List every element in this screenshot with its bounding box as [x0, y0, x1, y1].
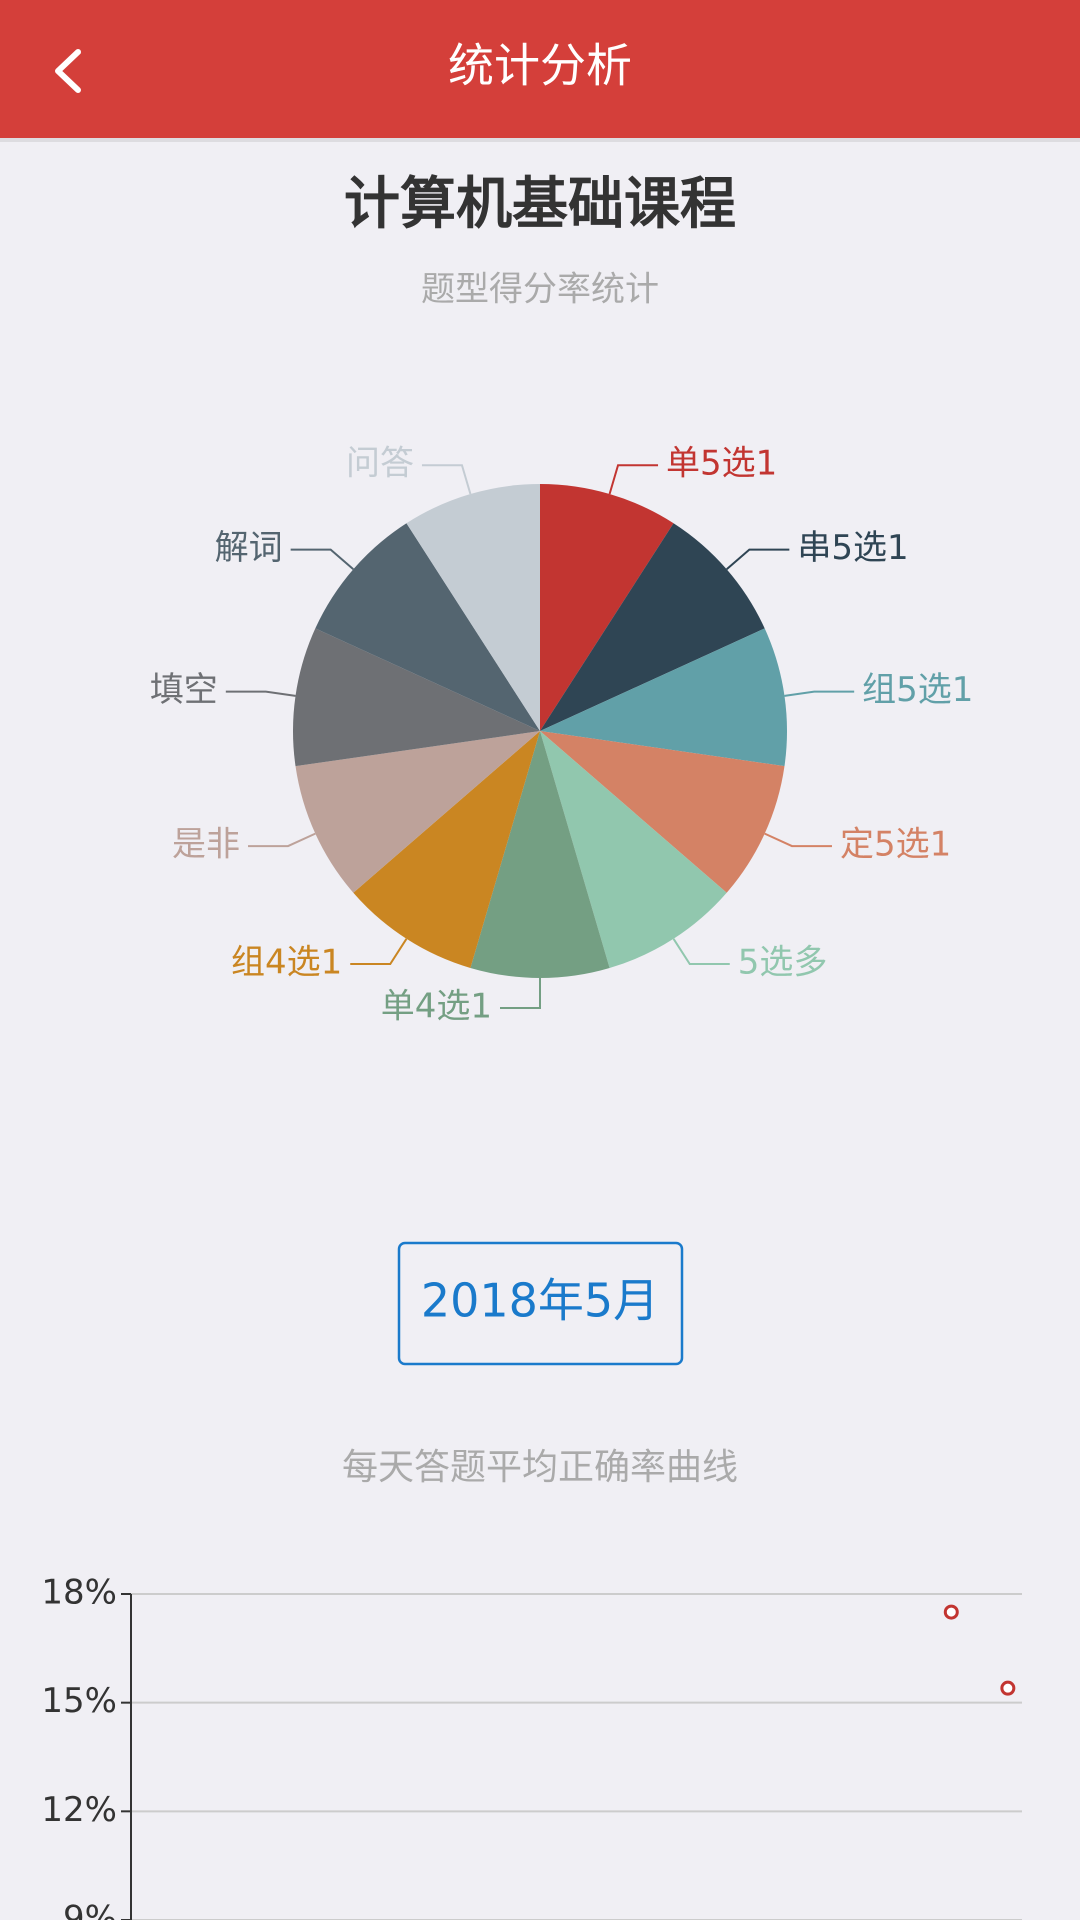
label-line [672, 938, 730, 966]
slice-label: 单4选1 [381, 987, 492, 1027]
slice-label: 是非 [172, 825, 240, 865]
label-line [608, 464, 659, 495]
slice-label: 问答 [346, 444, 414, 484]
label-line [248, 832, 316, 848]
slice-label: 5选多 [738, 943, 828, 983]
y-tick-label: 9% [63, 1899, 117, 1920]
pie-slice [353, 731, 540, 968]
app-bar [0, 0, 1080, 138]
date-button[interactable]: 2018年5月 [397, 1241, 684, 1366]
page-title: 统计分析 [448, 39, 632, 93]
pie-slice [315, 523, 540, 731]
pie-slice [540, 731, 785, 893]
pie-slice [470, 731, 610, 979]
label-line [726, 548, 790, 571]
data-point [943, 1604, 959, 1620]
label-line [421, 464, 472, 495]
date-button-label[interactable]: 2018年5月 [421, 1274, 659, 1328]
y-tick-label: 12% [41, 1790, 117, 1830]
pie-slice [295, 731, 540, 893]
data-point [1000, 1680, 1016, 1696]
pie-slice [293, 628, 540, 767]
pie-slice [540, 628, 788, 767]
slice-label: 定5选1 [840, 825, 951, 865]
chart-subtitle: 题型得分率统计 [421, 270, 659, 310]
pie-slice [406, 484, 540, 731]
label-line [350, 938, 408, 966]
label-line [225, 690, 296, 697]
y-tick-label: 18% [41, 1573, 117, 1613]
chart-title: 计算机基础课程 [344, 172, 736, 237]
slice-label: 单5选1 [666, 444, 777, 484]
y-tick-label: 15% [41, 1681, 117, 1721]
slice-label: 串5选1 [797, 528, 908, 568]
label-line [290, 548, 354, 571]
slice-label: 组4选1 [231, 943, 342, 983]
label-line [500, 978, 541, 1009]
label-line [764, 832, 832, 848]
pie-slice [540, 484, 674, 731]
slice-label: 组5选1 [862, 670, 973, 710]
date-button-border[interactable] [397, 1241, 684, 1366]
pie-slice [540, 731, 727, 968]
back-button[interactable] [55, 49, 81, 93]
chart-title: 每天答题平均正确率曲线 [342, 1447, 738, 1488]
slice-label: 填空 [150, 670, 218, 710]
pie-slice [540, 523, 765, 731]
slice-label: 解词 [215, 528, 283, 568]
app-bar-shadow [0, 138, 1080, 142]
label-line [784, 690, 855, 697]
